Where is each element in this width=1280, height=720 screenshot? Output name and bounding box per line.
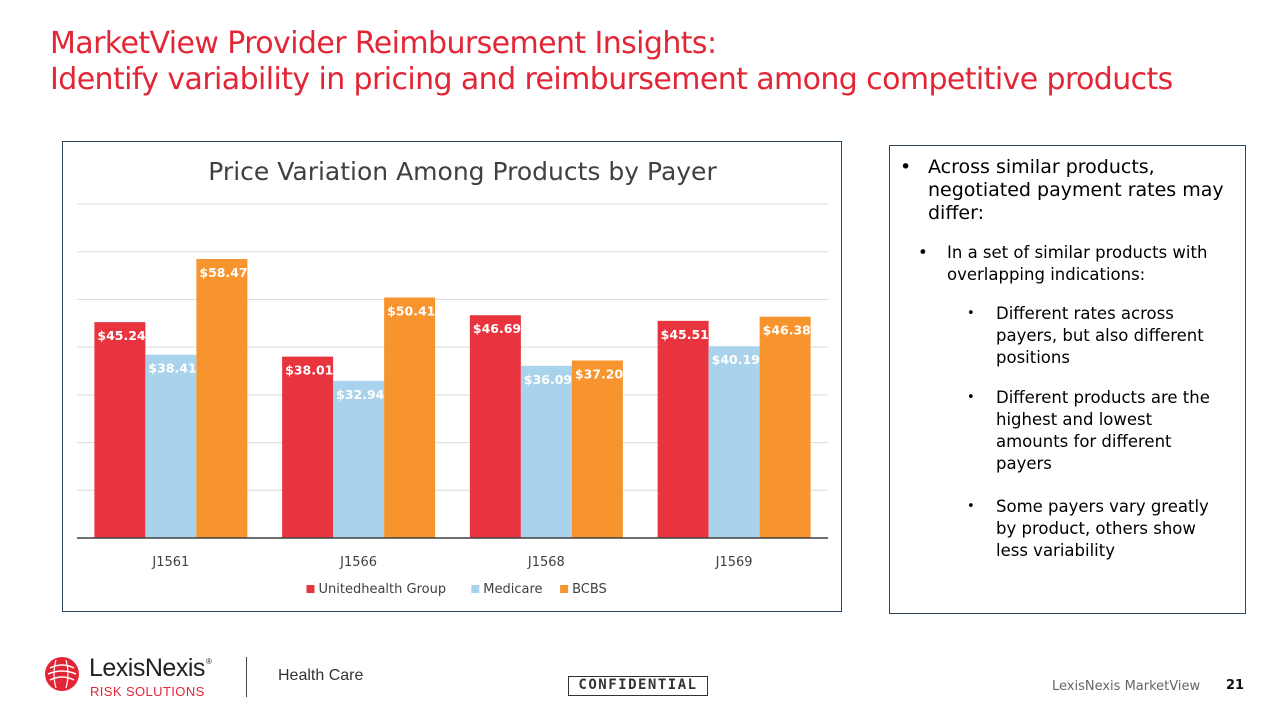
chart-panel: Price Variation Among Products by Payer $…	[62, 141, 842, 612]
bar	[196, 259, 248, 538]
legend-swatch	[560, 585, 569, 593]
confidential-stamp: CONFIDENTIAL	[568, 676, 708, 696]
bar	[94, 322, 146, 538]
data-label: $45.24	[97, 328, 146, 343]
bullet-sub: • In a set of similar products with over…	[918, 242, 1238, 286]
data-label: $50.41	[387, 303, 435, 318]
lexisnexis-globe-icon	[45, 657, 79, 691]
registered-mark: ®	[206, 657, 212, 666]
data-label: $36.09	[524, 372, 572, 387]
data-label: $46.38	[763, 323, 811, 338]
x-tick-label: J1569	[715, 555, 753, 570]
bar	[333, 380, 385, 538]
bullet-panel: • Across similar products, negotiated pa…	[889, 145, 1246, 614]
lexisnexis-logo: LexisNexis ® RISK SOLUTIONS	[44, 654, 244, 704]
legend-swatch	[306, 585, 315, 593]
data-label: $45.51	[661, 327, 709, 342]
legend-label: Unitedhealth Group	[319, 582, 447, 597]
bar	[384, 297, 436, 538]
bar	[282, 356, 334, 538]
legend-label: BCBS	[572, 582, 607, 597]
data-label: $58.47	[199, 265, 247, 280]
bar-chart: Price Variation Among Products by Payer $…	[77, 157, 828, 597]
bar	[571, 360, 623, 538]
bullet-dot: •	[967, 499, 975, 514]
bar	[520, 365, 572, 538]
footer-brand: LexisNexis MarketView	[1052, 679, 1201, 694]
data-label: $38.01	[285, 363, 333, 378]
slide-title: MarketView Provider Reimbursement Insigh…	[50, 26, 1250, 98]
page-number: 21	[1226, 678, 1245, 693]
logo-name: LexisNexis	[89, 654, 205, 682]
x-tick-label: J1568	[527, 555, 565, 570]
data-label: $40.19	[712, 352, 760, 367]
chart-title: Price Variation Among Products by Payer	[208, 157, 717, 186]
division-label: Health Care	[278, 667, 364, 684]
footer-divider	[246, 657, 247, 697]
data-label: $37.20	[575, 367, 624, 382]
bullet-subsub-text: Some payers vary greatly by product, oth…	[996, 497, 1209, 560]
bullet-main: • Across similar products, negotiated pa…	[900, 156, 1230, 225]
logo-subtitle: RISK SOLUTIONS	[90, 684, 205, 699]
x-tick-label: J1561	[151, 555, 189, 570]
slide-title-line2: Identify variability in pricing and reim…	[50, 62, 1173, 97]
bar	[469, 315, 521, 538]
bar	[759, 316, 811, 538]
legend-label: Medicare	[483, 582, 542, 597]
bullet-subsub-text: Different rates across payers, but also …	[996, 304, 1204, 367]
slide-title-line1: MarketView Provider Reimbursement Insigh…	[50, 26, 717, 61]
legend-swatch	[471, 585, 480, 593]
bullet-dot: •	[967, 390, 975, 405]
data-label: $46.69	[473, 321, 521, 336]
bullet-subsub-text: Different products are the highest and l…	[996, 388, 1210, 473]
bullet-subsub: • Different products are the highest and…	[967, 387, 1227, 475]
data-label: $32.94	[336, 387, 385, 402]
bullet-main-text: Across similar products, negotiated paym…	[928, 156, 1224, 224]
bar	[708, 346, 760, 538]
bullet-subsub: • Different rates across payers, but als…	[967, 303, 1227, 369]
bullet-sub-text: In a set of similar products with overla…	[947, 243, 1208, 284]
bar	[145, 354, 197, 538]
bar	[657, 320, 709, 538]
bullet-subsub: • Some payers vary greatly by product, o…	[967, 496, 1227, 562]
data-label: $38.41	[148, 361, 196, 376]
bullet-dot: •	[967, 306, 975, 321]
bullet-dot: •	[900, 156, 912, 178]
x-tick-label: J1566	[339, 555, 377, 570]
bullet-dot: •	[918, 243, 928, 262]
